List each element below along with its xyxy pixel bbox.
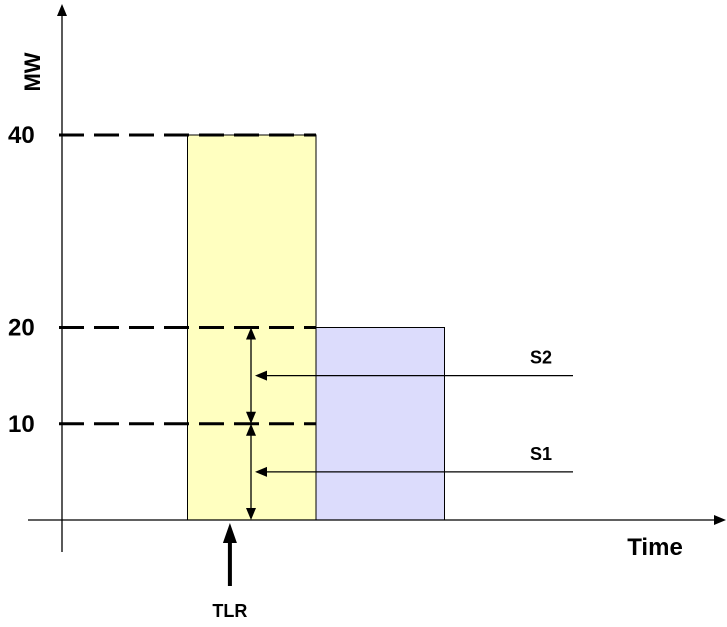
annotations: S2 S1 TLR: [212, 327, 573, 621]
s1-label: S1: [530, 444, 552, 464]
y-tick-20: 20: [8, 315, 35, 342]
s2-pointer-head: [255, 370, 267, 381]
y-tick-labels: 40 20 10: [8, 122, 35, 438]
x-axis-arrowhead: [714, 515, 726, 525]
s1-span-arrow-head-bottom: [246, 508, 256, 520]
s2-label: S2: [530, 348, 552, 368]
bars: [187, 134, 445, 521]
s2-span-arrow-head-top: [246, 327, 256, 340]
x-axis-label: Time: [627, 534, 683, 561]
y-tick-40: 40: [8, 122, 35, 149]
y-axis-label: MW: [20, 52, 45, 91]
s1-span-arrow-head-top: [246, 423, 256, 436]
y-tick-10: 10: [8, 411, 35, 438]
tlr-arrow-head: [222, 523, 237, 543]
tlr-label: TLR: [212, 601, 247, 621]
bar-2: [315, 327, 445, 521]
dashed-levels: [59, 133, 316, 426]
s1-pointer-head: [255, 466, 267, 477]
s2-span-arrow-head-bottom: [246, 411, 256, 424]
y-axis-arrowhead: [57, 4, 67, 16]
